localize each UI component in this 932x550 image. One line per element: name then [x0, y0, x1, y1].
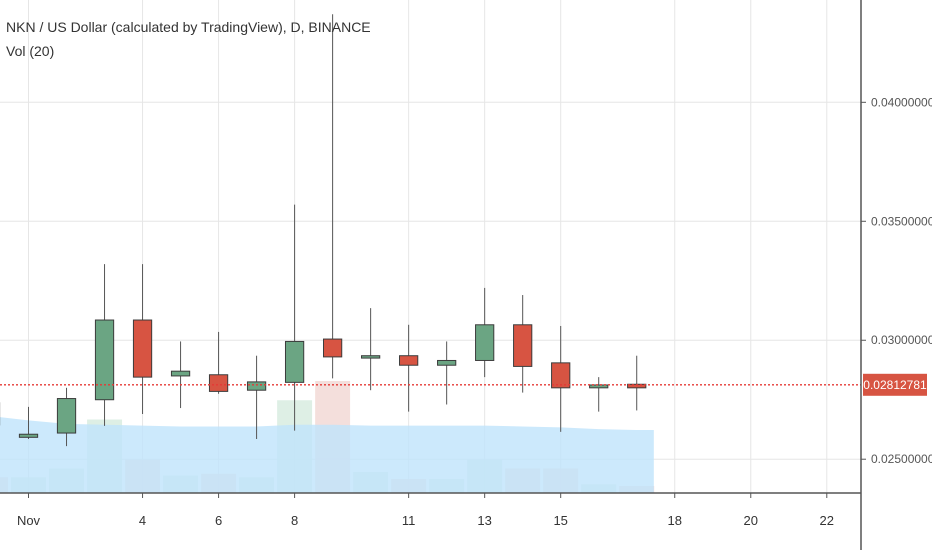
- candle-body-down: [399, 355, 419, 366]
- x-tick-label: 18: [668, 513, 682, 528]
- candle-body-down: [513, 324, 533, 367]
- price-line: 0.02812781: [0, 373, 927, 396]
- candle-body-up: [94, 319, 115, 401]
- candle-body-down: [208, 374, 229, 392]
- last-price-label: 0.02812781: [863, 378, 927, 392]
- x-tick-label: 6: [215, 513, 222, 528]
- candle-body-down: [322, 338, 343, 358]
- x-tick-label: 8: [291, 513, 298, 528]
- volume-ma-area: [0, 416, 654, 493]
- y-tick-label: 0.03000000: [871, 333, 932, 347]
- candle-body-up: [18, 433, 39, 438]
- y-tick-label: 0.02500000: [871, 452, 932, 466]
- chart-title: NKN / US Dollar (calculated by TradingVi…: [6, 19, 371, 35]
- volume-bars: [0, 381, 655, 493]
- y-tick-label: 0.03500000: [871, 214, 932, 228]
- candle-body-up: [475, 324, 495, 361]
- x-tick-label: Nov: [17, 513, 41, 528]
- x-tick-label: 20: [744, 513, 758, 528]
- candles: [0, 14, 647, 447]
- candle-body-up: [284, 340, 305, 383]
- candle-body-up: [437, 359, 457, 366]
- x-tick-label: 11: [402, 513, 416, 528]
- candle-body-up: [170, 370, 191, 377]
- x-tick-label: 4: [139, 513, 146, 528]
- volume-indicator-label[interactable]: Vol (20): [6, 43, 55, 59]
- last-price-tag: [863, 373, 927, 396]
- candle-body-up: [589, 384, 609, 389]
- x-tick-label: 15: [553, 513, 567, 528]
- candle-body-up: [361, 355, 381, 359]
- candle-body-down: [551, 362, 571, 389]
- x-tick-label: 22: [820, 513, 834, 528]
- x-tick-label: 13: [477, 513, 491, 528]
- candle-body-up: [246, 381, 267, 391]
- grid: [0, 0, 861, 493]
- candle-body-up: [56, 398, 77, 434]
- y-tick-label: 0.04000000: [871, 95, 932, 109]
- candle-body-down: [132, 319, 153, 378]
